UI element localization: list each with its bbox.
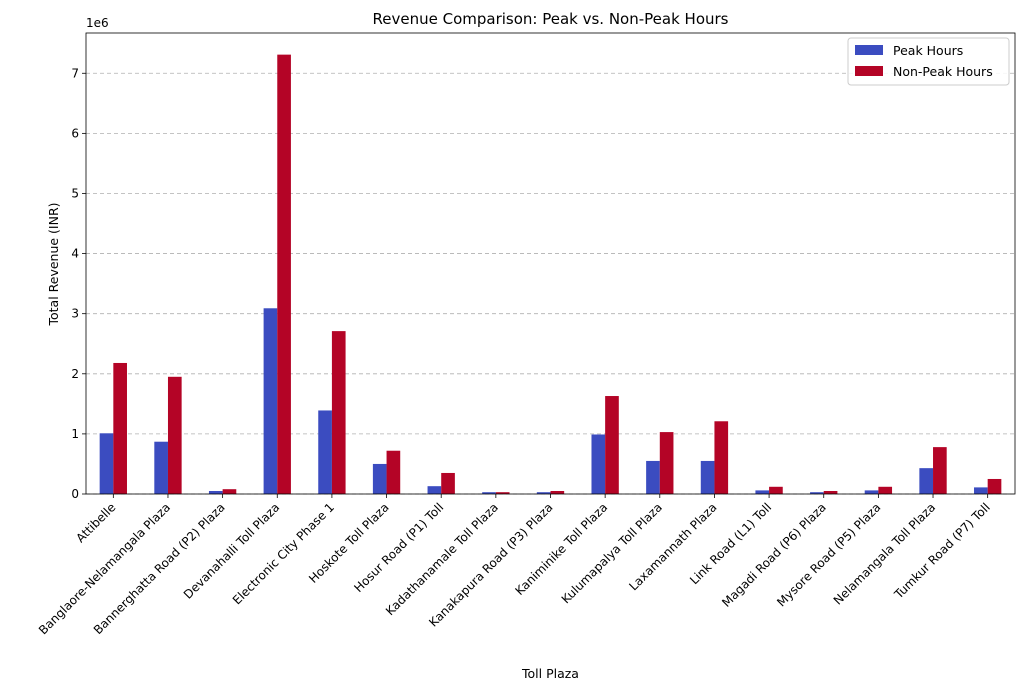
bars: [99, 54, 1002, 495]
bar-peak: [974, 487, 988, 494]
bar-peak: [482, 492, 496, 494]
y-axis-label: Total Revenue (INR): [46, 202, 61, 326]
x-tick-label: Devanahalli Toll Plaza: [181, 500, 282, 601]
bar-peak: [646, 460, 660, 494]
bar-non-peak: [222, 489, 237, 494]
legend: Peak Hours Non-Peak Hours: [847, 37, 1010, 86]
bar-peak: [810, 492, 824, 494]
bar-peak: [591, 434, 606, 494]
y-axis: 0 1 2 3 4 5 6 7: [71, 66, 86, 501]
y-tick-label: 7: [71, 66, 79, 80]
y-tick-label: 5: [71, 186, 79, 200]
x-tick-label: Kulumapalya Toll Plaza: [559, 500, 665, 606]
y-axis-scale-label: 1e6: [86, 16, 109, 30]
bar-peak: [154, 441, 168, 494]
bar-peak: [536, 492, 551, 494]
bar-peak: [427, 486, 442, 494]
bar-peak: [99, 433, 114, 494]
bar-peak: [372, 463, 387, 494]
y-tick-label: 1: [71, 427, 79, 441]
x-tick-label: Kadathanamale Toll Plaza: [383, 500, 501, 618]
plot-frame: [85, 32, 1016, 495]
legend-label-non-peak-hours: Non-Peak Hours: [893, 64, 993, 79]
legend-frame: [847, 37, 1010, 86]
bar-non-peak: [113, 362, 127, 494]
x-axis-label: Toll Plaza: [521, 666, 579, 681]
legend-swatch-non-peak-hours: [855, 66, 883, 76]
bar-non-peak: [878, 486, 893, 494]
x-tick-label: Mysore Road (P5) Plaza: [774, 500, 883, 609]
bar-non-peak: [167, 376, 182, 494]
y-tick-label: 3: [71, 307, 79, 321]
grid-lines: [86, 72, 1015, 495]
x-tick-label: Nelamangala Toll Plaza: [831, 500, 938, 607]
bar-non-peak: [386, 450, 401, 494]
bar-non-peak: [933, 447, 947, 494]
bar-peak: [919, 468, 934, 494]
x-tick-label: Tumkur Road (P7) Toll: [891, 500, 993, 602]
x-tick-label: Electronic City Phase 1: [230, 500, 337, 607]
bar-non-peak: [605, 396, 619, 494]
bar-non-peak: [714, 421, 729, 494]
y-tick-label: 2: [71, 367, 79, 381]
legend-label-peak-hours: Peak Hours: [893, 43, 963, 58]
y-tick-label: 0: [71, 487, 79, 501]
bar-peak: [755, 490, 770, 494]
bar-non-peak: [550, 490, 565, 494]
bar-non-peak: [987, 478, 1002, 494]
bar-non-peak: [769, 486, 783, 494]
y-tick-label: 6: [71, 126, 79, 140]
legend-swatch-peak-hours: [855, 45, 883, 55]
bar-non-peak: [331, 331, 346, 494]
y-tick-label: 4: [71, 247, 79, 261]
bar-non-peak: [277, 54, 291, 495]
bar-non-peak: [823, 490, 838, 494]
x-tick-label: Magadi Road (P6) Plaza: [719, 500, 829, 610]
bar-peak: [208, 490, 223, 494]
bar-peak: [263, 308, 278, 494]
bar-peak: [318, 410, 332, 494]
bar-non-peak: [659, 432, 674, 494]
x-tick-label: Hosur Road (P1) Toll: [351, 500, 446, 595]
chart-title: Revenue Comparison: Peak vs. Non-Peak Ho…: [373, 10, 729, 28]
x-tick-label: Kaniminike Toll Plaza: [512, 500, 610, 598]
bar-peak: [864, 490, 879, 494]
bar-peak: [700, 460, 715, 494]
x-tick-label: Attibelle: [73, 500, 118, 545]
bar-non-peak: [441, 472, 455, 494]
bar-non-peak: [495, 492, 510, 494]
